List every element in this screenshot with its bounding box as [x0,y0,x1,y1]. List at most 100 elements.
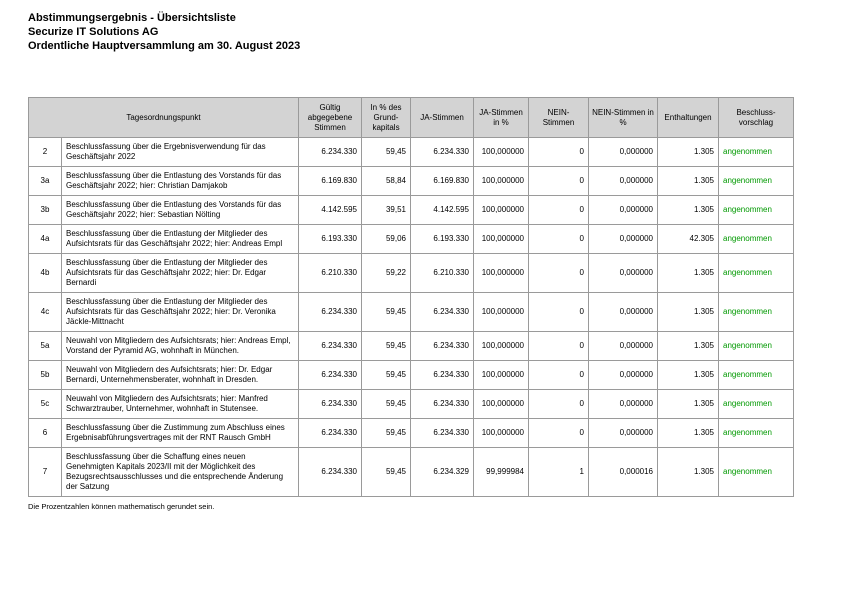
item-number-cell: 3a [28,166,62,196]
doc-title: Abstimmungsergebnis - Übersichtsliste [28,12,236,24]
no-votes-cell: 0 [528,166,589,196]
yes-percent-cell: 100,000000 [473,292,529,332]
no-percent-cell: 0,000000 [588,292,658,332]
no-percent-cell: 0,000000 [588,253,658,293]
agenda-text-cell: Beschlussfassung über die Ergebnisverwen… [61,137,299,167]
yes-votes-cell: 6.234.329 [410,447,474,497]
yes-percent-cell: 100,000000 [473,224,529,254]
no-percent-cell: 0,000016 [588,447,658,497]
valid-votes-cell: 6.234.330 [298,331,362,361]
valid-votes-cell: 6.234.330 [298,389,362,419]
table-row: 5a Neuwahl von Mitgliedern des Aufsichtsr… [28,331,794,361]
abstentions-cell: 1.305 [657,195,719,225]
abstentions-cell: 1.305 [657,447,719,497]
agenda-text-cell: Beschlussfassung über die Schaffung eine… [61,447,299,497]
no-votes-cell: 0 [528,389,589,419]
col-header-yes-percent: JA-Stimmen in % [473,97,529,138]
doc-company: Securize IT Solutions AG [28,26,159,38]
item-number-cell: 5c [28,389,62,419]
yes-percent-cell: 100,000000 [473,195,529,225]
table-row: 3a Beschlussfassung über die Entlastung d… [28,166,794,196]
decision-cell: angenommen [718,418,794,448]
abstentions-cell: 1.305 [657,389,719,419]
decision-cell: angenommen [718,166,794,196]
abstentions-cell: 42.305 [657,224,719,254]
no-votes-cell: 0 [528,224,589,254]
col-header-no-votes: NEIN-Stimmen [528,97,589,138]
capital-percent-cell: 59,45 [361,389,411,419]
agenda-text-cell: Beschlussfassung über die Entlastung der… [61,224,299,254]
valid-votes-cell: 6.210.330 [298,253,362,293]
voting-results-table: Tagesordnungspunkt Gültig abgegebene Sti… [28,97,794,497]
col-header-no-percent: NEIN-Stimmen in % [588,97,658,138]
yes-percent-cell: 100,000000 [473,331,529,361]
doc-meeting-line: Ordentliche Hauptversammlung am 30. Augu… [28,40,301,52]
table-row: 5c Neuwahl von Mitgliedern des Aufsichtsr… [28,389,794,419]
capital-percent-cell: 58,84 [361,166,411,196]
yes-votes-cell: 6.193.330 [410,224,474,254]
decision-cell: angenommen [718,224,794,254]
no-percent-cell: 0,000000 [588,166,658,196]
valid-votes-cell: 6.234.330 [298,292,362,332]
no-percent-cell: 0,000000 [588,360,658,390]
item-number-cell: 7 [28,447,62,497]
yes-votes-cell: 6.234.330 [410,360,474,390]
table-row: 7 Beschlussfassung über die Schaffung ein… [28,447,794,497]
yes-percent-cell: 100,000000 [473,418,529,448]
agenda-text-cell: Beschlussfassung über die Entlastung des… [61,166,299,196]
yes-percent-cell: 99,999984 [473,447,529,497]
agenda-text-cell: Neuwahl von Mitgliedern des Aufsichtsrat… [61,331,299,361]
no-votes-cell: 0 [528,360,589,390]
col-header-capital-percent: In % des Grund-kapitals [361,97,411,138]
document-header: Abstimmungsergebnis - Übersichtsliste Se… [28,11,814,53]
capital-percent-cell: 59,45 [361,447,411,497]
yes-votes-cell: 6.234.330 [410,292,474,332]
document-page: Abstimmungsergebnis - Übersichtsliste Se… [28,11,814,511]
no-percent-cell: 0,000000 [588,195,658,225]
col-header-valid-votes: Gültig abgegebene Stimmen [298,97,362,138]
valid-votes-cell: 6.169.830 [298,166,362,196]
col-header-yes-votes: JA-Stimmen [410,97,474,138]
abstentions-cell: 1.305 [657,418,719,448]
valid-votes-cell: 6.234.330 [298,360,362,390]
decision-cell: angenommen [718,137,794,167]
capital-percent-cell: 59,45 [361,137,411,167]
item-number-cell: 6 [28,418,62,448]
col-header-resolution: Beschluss-vorschlag [718,97,794,138]
item-number-cell: 2 [28,137,62,167]
valid-votes-cell: 6.193.330 [298,224,362,254]
capital-percent-cell: 59,06 [361,224,411,254]
item-number-cell: 5a [28,331,62,361]
item-number-cell: 4b [28,253,62,293]
valid-votes-cell: 6.234.330 [298,418,362,448]
table-row: 2 Beschlussfassung über die Ergebnisverwe… [28,137,794,167]
agenda-text-cell: Beschlussfassung über die Entlastung der… [61,292,299,332]
valid-votes-cell: 6.234.330 [298,137,362,167]
decision-cell: angenommen [718,331,794,361]
capital-percent-cell: 59,45 [361,292,411,332]
capital-percent-cell: 59,45 [361,360,411,390]
col-header-abstentions: Enthaltungen [657,97,719,138]
table-row: 6 Beschlussfassung über die Zustimmung zu… [28,418,794,448]
yes-percent-cell: 100,000000 [473,137,529,167]
agenda-text-cell: Beschlussfassung über die Zustimmung zum… [61,418,299,448]
no-percent-cell: 0,000000 [588,137,658,167]
yes-votes-cell: 6.234.330 [410,418,474,448]
yes-percent-cell: 100,000000 [473,389,529,419]
valid-votes-cell: 4.142.595 [298,195,362,225]
item-number-cell: 5b [28,360,62,390]
footnote: Die Prozentzahlen können mathematisch ge… [28,502,215,511]
yes-percent-cell: 100,000000 [473,253,529,293]
no-percent-cell: 0,000000 [588,331,658,361]
yes-percent-cell: 100,000000 [473,166,529,196]
decision-cell: angenommen [718,360,794,390]
abstentions-cell: 1.305 [657,292,719,332]
decision-cell: angenommen [718,389,794,419]
abstentions-cell: 1.305 [657,137,719,167]
abstentions-cell: 1.305 [657,166,719,196]
abstentions-cell: 1.305 [657,253,719,293]
no-votes-cell: 0 [528,253,589,293]
no-votes-cell: 0 [528,418,589,448]
decision-cell: angenommen [718,447,794,497]
yes-votes-cell: 4.142.595 [410,195,474,225]
